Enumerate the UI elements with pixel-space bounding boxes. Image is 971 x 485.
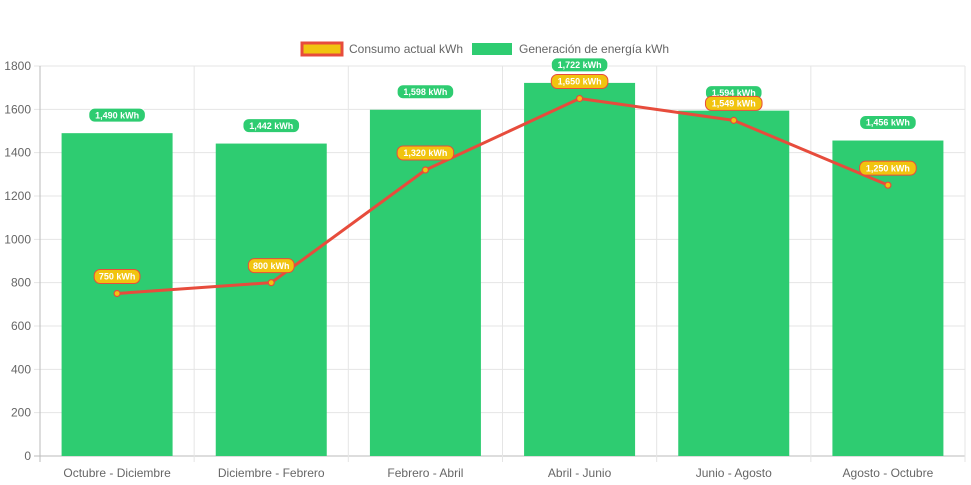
line-data-label-bg [93,269,141,284]
bar [678,110,790,456]
line-data-label: 750 kWh [99,272,136,282]
bar [832,140,944,457]
y-tick-label: 1400 [4,146,31,160]
x-tick-label: Agosto - Octubre [843,466,934,480]
line-series [113,94,892,298]
line-data-label-bg [859,160,917,176]
line-data-label-bg [247,258,295,274]
bar-data-label-bg [88,107,146,123]
x-tick-label: Abril - Junio [548,466,612,480]
x-tick-label: Febrero - Abril [387,466,463,480]
bar-data-label-bg [242,118,301,134]
y-tick-label: 800 [11,276,31,290]
bar-data-label: 1,594 kWh [712,88,756,98]
x-tick-label: Octubre - Diciembre [63,466,171,480]
legend-swatch-consumo [300,41,344,57]
line-data-label: 1,549 kWh [712,99,756,109]
bar-data-label: 1,442 kWh [249,121,293,131]
legend: Consumo actual kWh Generación de energía… [300,41,669,57]
y-tick-label: 200 [11,406,31,420]
line-data-label: 1,320 kWh [403,148,447,158]
y-tick-label: 1600 [4,102,31,116]
line-data-label-bg [396,145,455,161]
bar [215,143,327,457]
legend-label-generacion: Generación de energía kWh [519,42,669,56]
line-data-label: 800 kWh [253,261,290,271]
bar-data-label: 1,598 kWh [403,87,447,97]
y-tick-label: 1200 [4,189,31,203]
legend-item-consumo[interactable]: Consumo actual kWh [300,41,463,57]
y-tick-label: 400 [11,362,31,376]
legend-swatch-generacion [472,43,512,55]
legend-item-generacion[interactable]: Generación de energía kWh [472,42,669,56]
line-data-label: 1,650 kWh [558,77,602,87]
bar-data-label: 1,490 kWh [95,110,139,120]
y-tick-label: 1800 [4,59,31,73]
x-tick-label: Junio - Agosto [696,466,772,480]
line-point [267,279,275,287]
line-point [884,181,892,189]
line-path [116,97,889,295]
line-point [421,166,430,174]
bar-series [61,82,944,457]
bar-data-label: 1,456 kWh [866,118,910,128]
bar-data-label-bg [396,84,455,100]
legend-label-consumo: Consumo actual kWh [349,42,463,56]
bar [524,82,636,457]
line-data-label-bg [550,74,609,89]
axes: 0 200 400 600 800 1000 1200 1400 1600 1800 Octubre… [4,59,933,480]
y-tick-label: 0 [24,449,31,463]
line-point [730,116,738,124]
bar-data-label: 1,722 kWh [558,60,602,70]
x-tick-label: Diciembre - Febrero [218,466,325,480]
line-data-label: 1,250 kWh [866,163,910,173]
bar-data-label-bg [859,115,917,131]
grid-lines [34,65,966,462]
data-labels: 1,490 kWh 1,442 kWh 1,598 kWh 1,722 kWh 1,59… [88,57,917,284]
line-data-label-bg [704,95,763,111]
y-tick-label: 1000 [4,232,31,246]
y-tick-label: 600 [11,319,31,333]
line-point [575,94,584,103]
bar [369,109,481,457]
bar-data-label-bg [550,57,609,73]
line-point [113,289,121,298]
